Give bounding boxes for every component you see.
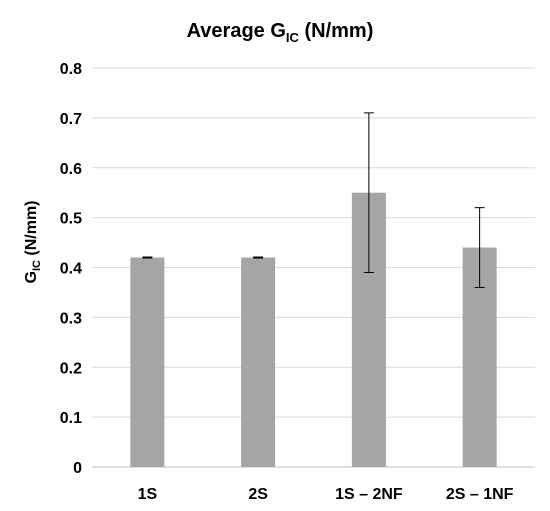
y-tick-label: 0.7 xyxy=(60,111,82,128)
y-axis-label-main: G xyxy=(23,271,40,283)
y-tick-label: 0.6 xyxy=(60,161,82,178)
error-bar xyxy=(253,256,264,259)
error-bar xyxy=(474,207,485,288)
bar xyxy=(130,257,165,467)
error-bars xyxy=(142,112,485,288)
chart-title-main: Average G xyxy=(187,20,286,42)
y-tick-label: 0.5 xyxy=(60,211,82,228)
x-tick-label: 2S – 1NF xyxy=(446,486,514,503)
error-bar xyxy=(363,112,374,273)
y-tick-labels: 0 0.1 0.2 0.3 0.4 0.5 0.6 0.7 0.8 xyxy=(60,61,82,477)
chart-title-suffix: (N/mm) xyxy=(299,20,373,42)
y-tick-label: 0.2 xyxy=(60,360,82,377)
x-tick-label: 2S xyxy=(248,486,268,503)
x-tick-label: 1S – 2NF xyxy=(335,486,403,503)
chart-title-subscript: IC xyxy=(286,30,300,45)
y-tick-label: 0 xyxy=(73,460,82,477)
bar xyxy=(241,257,276,467)
y-tick-label: 0.4 xyxy=(60,261,82,278)
x-tick-labels: 1S 2S 1S – 2NF 2S – 1NF xyxy=(138,486,514,503)
error-bar xyxy=(142,256,153,259)
y-axis-label-subscript: IC xyxy=(31,260,43,271)
chart-title: Average GIC (N/mm) xyxy=(187,20,374,45)
y-tick-label: 0.8 xyxy=(60,61,82,78)
x-tick-label: 1S xyxy=(138,486,158,503)
y-tick-label: 0.1 xyxy=(60,410,82,427)
y-axis-label-suffix: (N/mm) xyxy=(23,200,40,260)
y-tick-label: 0.3 xyxy=(60,310,82,327)
gridlines xyxy=(92,67,535,468)
bars xyxy=(130,192,497,467)
y-axis-label: GIC (N/mm) xyxy=(23,200,43,283)
